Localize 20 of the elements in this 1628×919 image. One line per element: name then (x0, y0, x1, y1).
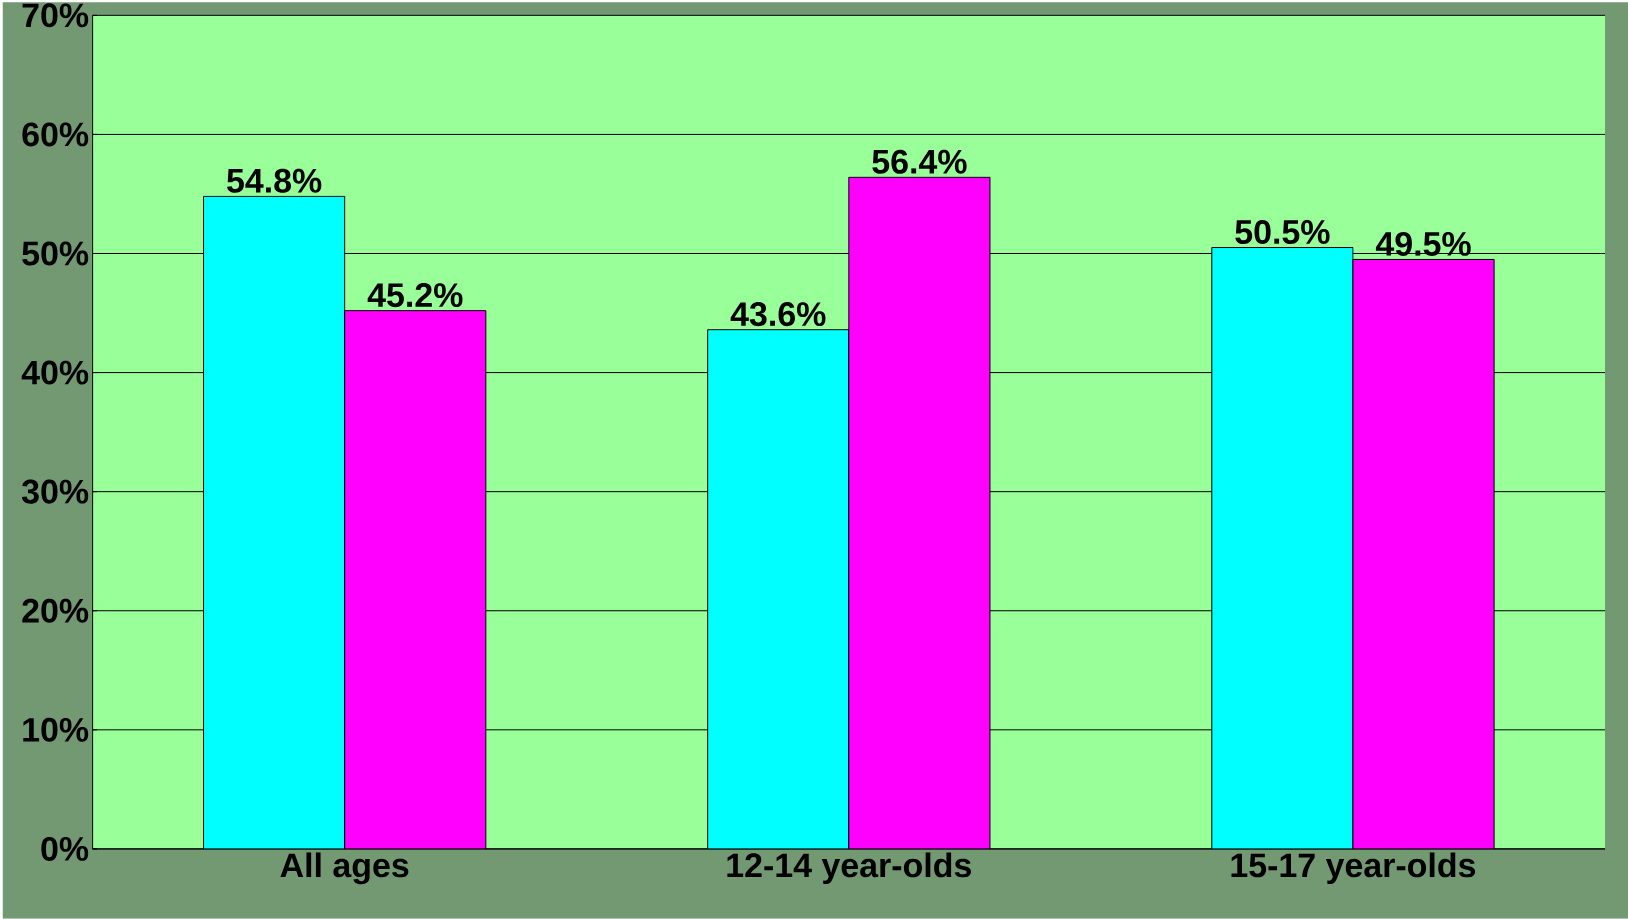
data-label: 56.4% (872, 149, 967, 174)
bar (1211, 247, 1354, 850)
y-tick-label: 30% (21, 479, 89, 504)
data-label: 54.8% (227, 168, 322, 193)
data-label: 49.5% (1375, 231, 1471, 257)
x-tick-label: 12-14 year-olds (727, 852, 971, 885)
x-tick-label: 15-17 year-olds (1231, 852, 1476, 885)
y-tick-label: 40% (21, 360, 89, 385)
y-tick-label: 10% (23, 717, 89, 742)
y-tick-label: 0% (41, 836, 89, 862)
data-label: 43.6% (730, 302, 826, 327)
bar (203, 195, 346, 850)
y-tick-label: 20% (22, 598, 89, 623)
data-label: 45.2% (367, 283, 463, 308)
data-label: 50.5% (1235, 220, 1330, 245)
bar (707, 329, 850, 850)
x-tick-label: All ages (280, 852, 409, 885)
y-tick-label: 60% (22, 122, 89, 147)
y-tick-label: 50% (22, 241, 89, 266)
y-tick-label: 70% (22, 3, 89, 28)
